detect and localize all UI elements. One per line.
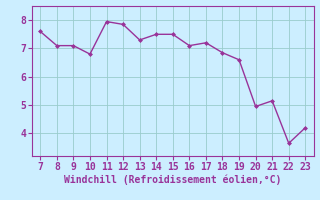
X-axis label: Windchill (Refroidissement éolien,°C): Windchill (Refroidissement éolien,°C): [64, 174, 282, 185]
